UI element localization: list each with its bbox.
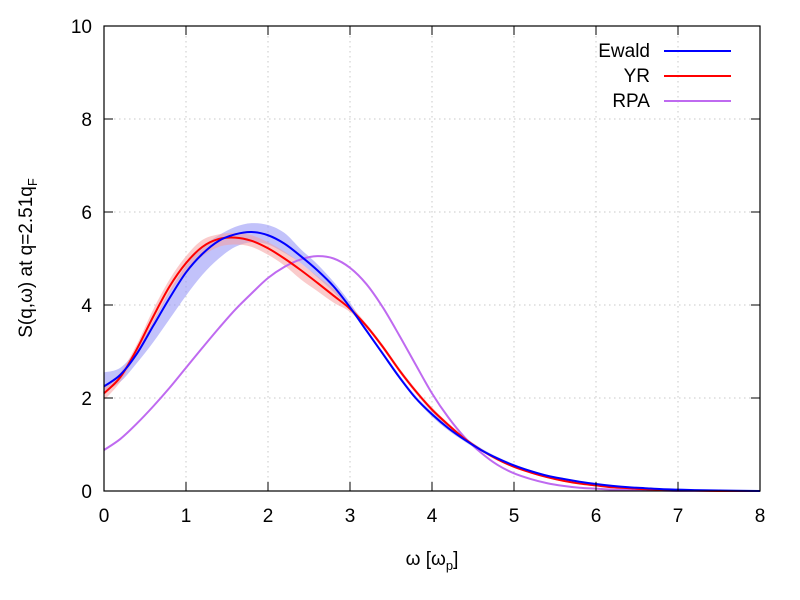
rpa-line xyxy=(103,255,760,493)
y-tick-label: 0 xyxy=(81,482,92,503)
y-tick-label: 8 xyxy=(81,110,92,131)
x-tick-label: 1 xyxy=(181,506,192,527)
x-axis-title: ω [ωp] xyxy=(406,549,459,573)
y-tick-label: 4 xyxy=(81,296,92,317)
x-tick-label: 2 xyxy=(263,506,274,527)
y-axis-title: S(q,ω) at q=2.51qF xyxy=(16,178,40,338)
y-tick-labels: 0 2 4 6 8 10 xyxy=(71,17,93,503)
y-tick-label: 2 xyxy=(81,389,92,410)
y-tick-label: 10 xyxy=(71,17,92,38)
x-tick-labels: 0 1 2 3 4 5 6 7 8 xyxy=(99,506,766,527)
legend: Ewald YR RPA xyxy=(598,41,731,112)
x-tick-label: 8 xyxy=(755,506,766,527)
axis-ticks xyxy=(103,25,761,492)
yr-line xyxy=(103,236,761,493)
x-tick-label: 3 xyxy=(345,506,356,527)
legend-label-yr: YR xyxy=(624,66,650,87)
x-tick-label: 6 xyxy=(591,506,602,527)
y-tick-label: 6 xyxy=(81,203,92,224)
ewald-line xyxy=(103,230,761,492)
x-tick-label: 5 xyxy=(509,506,520,527)
x-tick-label: 0 xyxy=(99,506,110,527)
x-tick-label: 4 xyxy=(427,506,438,527)
legend-label-rpa: RPA xyxy=(612,91,650,112)
legend-label-ewald: Ewald xyxy=(598,41,650,62)
x-tick-label: 7 xyxy=(673,506,684,527)
series-lines xyxy=(103,230,761,493)
